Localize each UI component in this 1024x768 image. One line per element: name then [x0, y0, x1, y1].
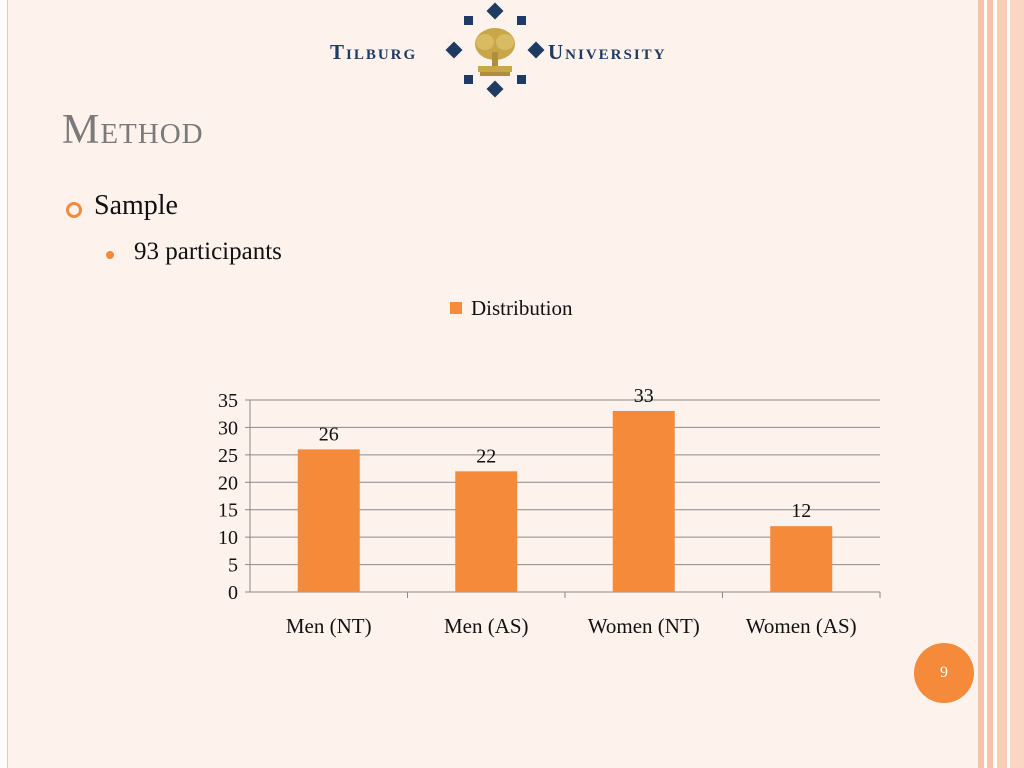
y-tick-label: 0: [228, 582, 238, 604]
slide-title: Method: [62, 107, 204, 153]
y-tick-label: 35: [218, 390, 238, 412]
ring-bullet-icon: [66, 202, 82, 218]
y-tick-label: 15: [218, 500, 238, 522]
y-tick-label: 10: [218, 527, 238, 549]
slide: [8, 0, 978, 768]
data-label: 12: [791, 500, 811, 522]
y-tick-label: 25: [218, 445, 238, 467]
logo-text-right: University: [548, 40, 667, 64]
data-label: 33: [634, 385, 654, 407]
right-decorative-stripes: [978, 0, 1024, 768]
legend-label: Distribution: [471, 296, 573, 320]
bar: [297, 449, 360, 592]
bar: [770, 526, 833, 592]
logo-text-left: Tilburg: [330, 40, 418, 64]
data-label: 22: [476, 445, 496, 467]
bar: [612, 410, 675, 592]
data-label: 26: [319, 423, 339, 445]
bullet-text: 93 participants: [134, 238, 282, 265]
bar: [455, 471, 518, 592]
logo-emblem-icon: [445, 2, 545, 98]
y-tick-label: 5: [228, 555, 238, 577]
legend-swatch: [450, 302, 462, 314]
page-number-badge: 9: [914, 643, 974, 703]
university-logo: Tilburg University: [330, 2, 700, 98]
x-tick-label: Men (AS): [444, 614, 529, 638]
bullet-text: Sample: [94, 190, 178, 221]
slide-left-border: [0, 0, 8, 768]
x-tick-label: Women (NT): [588, 614, 700, 638]
x-tick-label: Men (NT): [286, 614, 372, 638]
x-tick-label: Women (AS): [746, 614, 857, 638]
y-tick-label: 20: [218, 472, 238, 494]
y-tick-label: 30: [218, 417, 238, 439]
dot-bullet-icon: [106, 251, 114, 259]
